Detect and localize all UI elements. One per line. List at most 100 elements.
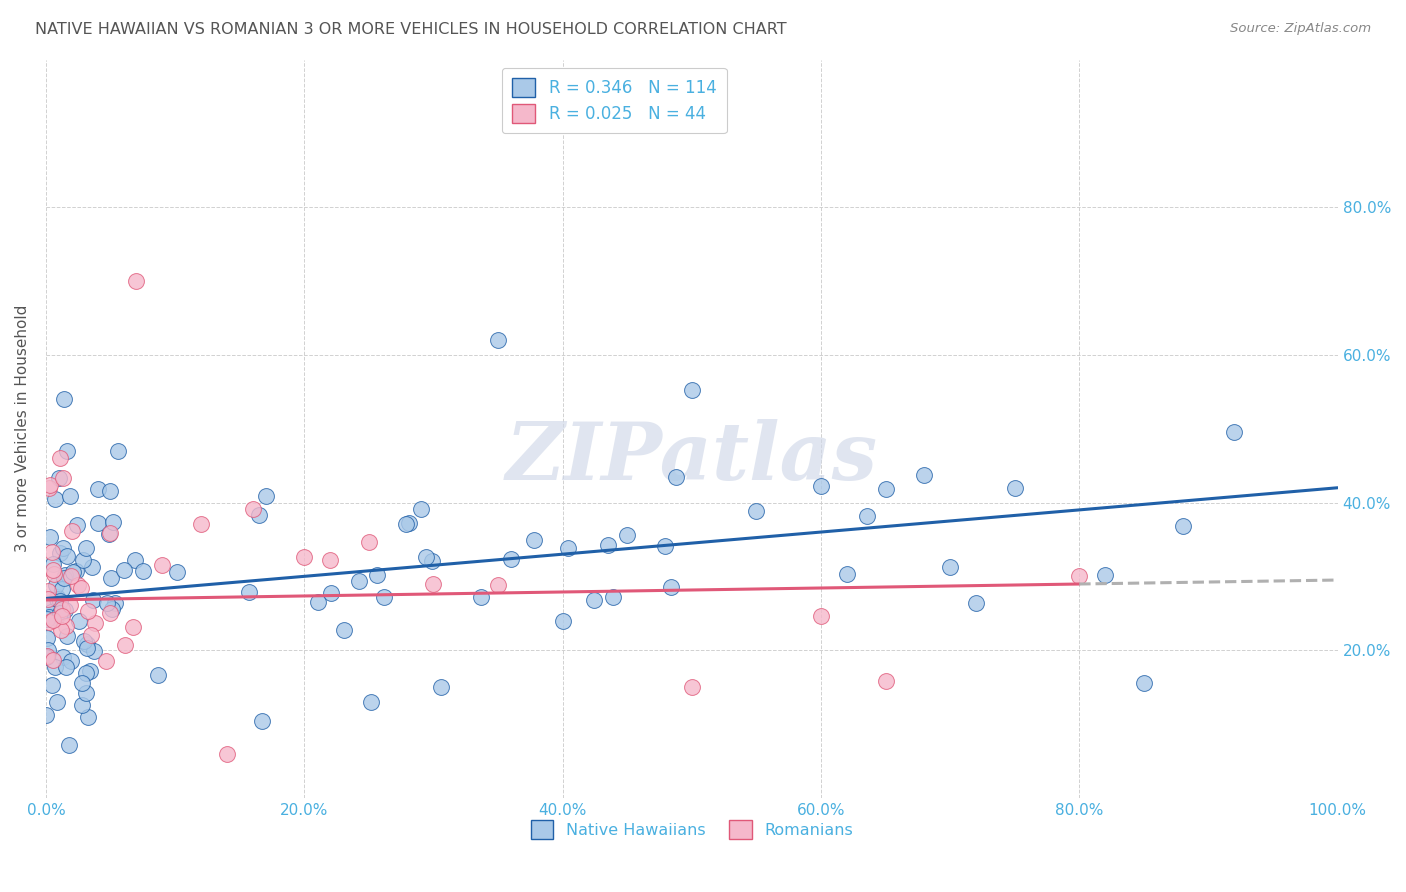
Point <box>238 585 260 599</box>
Point <box>52 650 75 665</box>
Point <box>59 489 82 503</box>
Point <box>37 643 59 657</box>
Point <box>366 568 388 582</box>
Point <box>360 695 382 709</box>
Point <box>247 508 270 523</box>
Point <box>98 606 121 620</box>
Point <box>681 680 703 694</box>
Point <box>79 665 101 679</box>
Text: ZIPatlas: ZIPatlas <box>506 419 877 497</box>
Point <box>38 530 60 544</box>
Point <box>98 484 121 499</box>
Point <box>62 565 84 579</box>
Point <box>430 680 453 694</box>
Point <box>1004 481 1026 495</box>
Point <box>875 674 897 689</box>
Point <box>51 623 73 637</box>
Point <box>124 553 146 567</box>
Point <box>56 444 79 458</box>
Point <box>939 559 962 574</box>
Point <box>39 477 62 491</box>
Point <box>912 467 935 482</box>
Point <box>44 491 66 506</box>
Point <box>96 596 118 610</box>
Point <box>41 677 63 691</box>
Point <box>38 481 60 495</box>
Point <box>45 592 67 607</box>
Point <box>146 668 169 682</box>
Point <box>51 602 73 616</box>
Point <box>55 619 77 633</box>
Point <box>150 558 173 572</box>
Point <box>42 613 65 627</box>
Point <box>48 471 70 485</box>
Point <box>53 392 76 406</box>
Point <box>49 451 72 466</box>
Point <box>45 611 67 625</box>
Point <box>59 654 82 668</box>
Point <box>616 528 638 542</box>
Point <box>319 586 342 600</box>
Point <box>65 518 87 533</box>
Point <box>51 608 73 623</box>
Point <box>44 659 66 673</box>
Point <box>373 590 395 604</box>
Point <box>83 644 105 658</box>
Point <box>101 602 124 616</box>
Point <box>681 383 703 397</box>
Point <box>56 549 79 564</box>
Point <box>37 612 59 626</box>
Point <box>52 541 75 556</box>
Point <box>347 574 370 588</box>
Point <box>242 502 264 516</box>
Point <box>65 564 87 578</box>
Point <box>582 593 605 607</box>
Point <box>59 598 82 612</box>
Point <box>52 571 75 585</box>
Point <box>1171 519 1194 533</box>
Point <box>69 614 91 628</box>
Point <box>875 482 897 496</box>
Point <box>470 590 492 604</box>
Point <box>75 686 97 700</box>
Point <box>82 592 104 607</box>
Point <box>76 604 98 618</box>
Point <box>45 695 67 709</box>
Point <box>101 515 124 529</box>
Point <box>131 564 153 578</box>
Y-axis label: 3 or more Vehicles in Household: 3 or more Vehicles in Household <box>15 305 30 552</box>
Point <box>835 566 858 581</box>
Point <box>35 649 58 664</box>
Point <box>84 615 107 630</box>
Point <box>66 577 89 591</box>
Point <box>104 597 127 611</box>
Point <box>45 590 67 604</box>
Point <box>86 516 108 530</box>
Point <box>114 563 136 577</box>
Point <box>292 550 315 565</box>
Point <box>501 552 523 566</box>
Point <box>98 525 121 540</box>
Point <box>523 533 546 548</box>
Point <box>70 698 93 712</box>
Text: Source: ZipAtlas.com: Source: ZipAtlas.com <box>1230 22 1371 36</box>
Point <box>42 564 65 578</box>
Point <box>41 545 63 559</box>
Point <box>398 516 420 530</box>
Point <box>70 582 93 596</box>
Point <box>58 738 80 752</box>
Point <box>72 552 94 566</box>
Point <box>411 502 433 516</box>
Point <box>394 517 416 532</box>
Point <box>598 538 620 552</box>
Point <box>422 577 444 591</box>
Point <box>486 578 509 592</box>
Point <box>53 603 76 617</box>
Point <box>420 554 443 568</box>
Point <box>49 606 72 620</box>
Point <box>76 710 98 724</box>
Point <box>1223 425 1246 439</box>
Point <box>357 534 380 549</box>
Point <box>190 516 212 531</box>
Point <box>42 652 65 666</box>
